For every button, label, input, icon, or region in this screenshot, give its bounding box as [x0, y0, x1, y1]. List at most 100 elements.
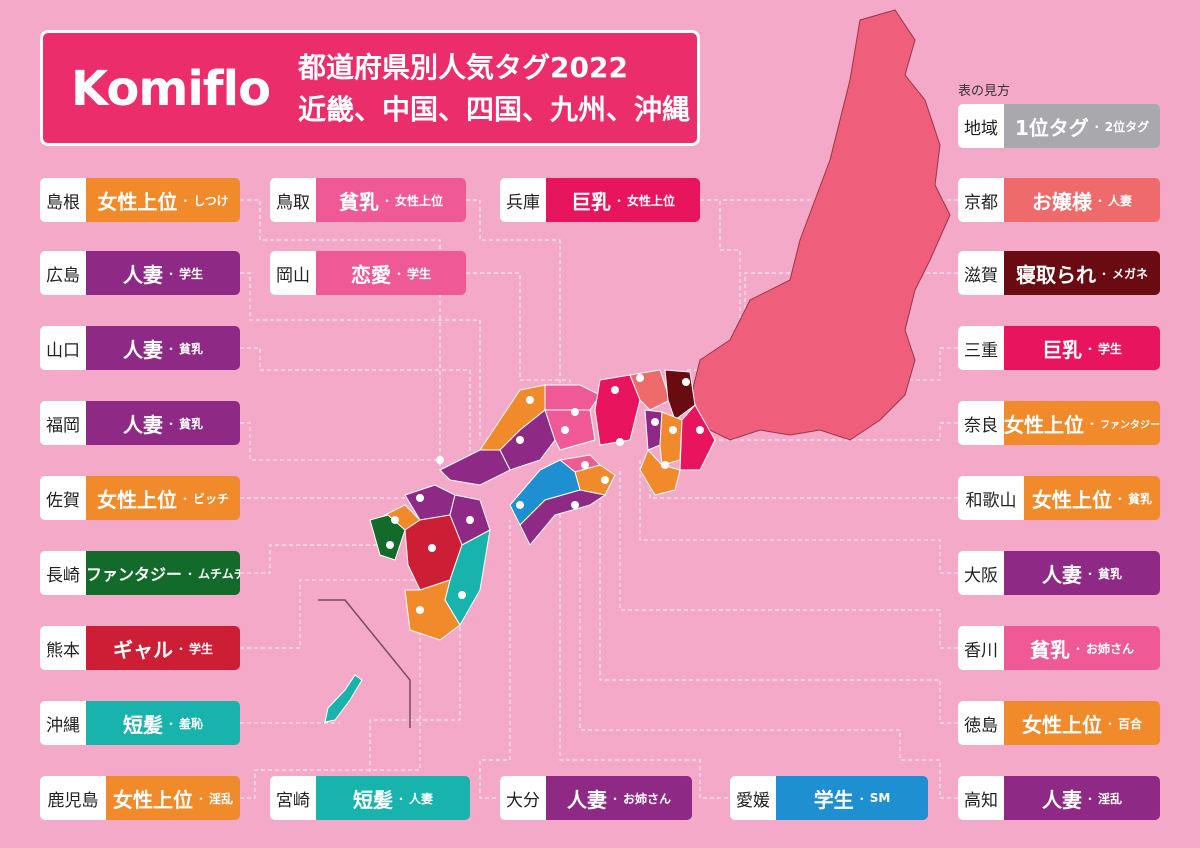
prefecture-name: 香川	[958, 626, 1004, 670]
tag-first: 貧乳	[1029, 637, 1070, 662]
tag-first: 女性上位	[112, 787, 193, 812]
brand-logo: Komiflo	[71, 61, 271, 117]
tag-separator: ・	[164, 716, 177, 731]
tag-pair: 貧乳・お姉さん	[1004, 626, 1160, 670]
prefecture-name: 和歌山	[958, 476, 1024, 520]
legend-caption: 表の見方	[958, 84, 1011, 99]
prefecture-label: 山口 人妻・貧乳	[40, 326, 240, 370]
prefecture-label: 滋賀 寝取られ・メガネ	[958, 251, 1160, 295]
tag-first: 女性上位	[1004, 412, 1084, 437]
okinawa-inset-border	[318, 599, 411, 728]
legend-tags: 1位タグ ・ 2位タグ	[1004, 104, 1160, 148]
tag-pair: 巨乳・学生	[1004, 326, 1160, 370]
tag-second: 貧乳	[179, 416, 204, 431]
prefecture-label: 岡山 恋愛・学生	[270, 251, 466, 295]
tag-pair: 人妻・貧乳	[86, 326, 240, 370]
prefecture-name: 佐賀	[40, 476, 86, 520]
tag-pair: 巨乳・女性上位	[546, 178, 700, 222]
region-honshu-east	[689, 9, 951, 441]
tag-first: 女性上位	[96, 487, 177, 512]
tag-second: 貧乳	[1098, 566, 1123, 581]
tag-second: 女性上位	[627, 193, 676, 208]
prefecture-label: 高知 人妻・淫乱	[958, 776, 1160, 820]
tag-second: 女性上位	[395, 193, 444, 208]
prefecture-label: 沖縄 短髪・羞恥	[40, 701, 240, 745]
prefecture-name: 山口	[40, 326, 86, 370]
tag-second: 貧乳	[179, 341, 204, 356]
tag-first: 人妻	[1041, 562, 1082, 587]
tag-separator: ・	[1103, 716, 1116, 731]
prefecture-name: 鹿児島	[40, 776, 106, 820]
tag-pair: 女性上位・貧乳	[1024, 476, 1160, 520]
prefecture-label: 愛媛 学生・ SM	[730, 776, 928, 820]
prefecture-name: 福岡	[40, 401, 86, 445]
tag-separator: ・	[164, 416, 177, 431]
tag-second: お姉さん	[1086, 641, 1135, 656]
prefecture-label: 熊本 ギャル・学生	[40, 626, 240, 670]
tag-separator: ・	[179, 193, 192, 208]
tag-second: SM	[869, 791, 891, 805]
tag-first: 恋愛	[350, 262, 391, 287]
prefecture-name: 沖縄	[40, 701, 86, 745]
prefecture-name: 島根	[40, 178, 86, 222]
prefecture-name: 滋賀	[958, 251, 1004, 295]
prefecture-name: 長崎	[40, 551, 86, 595]
tag-pair: 女性上位・淫乱	[106, 776, 240, 820]
tag-first: 人妻	[122, 337, 163, 362]
region-kagoshima	[404, 579, 461, 641]
tag-first: 女性上位	[1031, 487, 1112, 512]
prefecture-name: 兵庫	[500, 178, 546, 222]
tag-separator: ・	[1097, 266, 1110, 281]
legend-tag1: 1位タグ	[1014, 115, 1089, 140]
tag-first: お嬢様	[1031, 189, 1092, 214]
tag-separator: ・	[380, 193, 393, 208]
tag-separator: ・	[184, 566, 197, 581]
tag-pair: 寝取られ・メガネ	[1004, 251, 1160, 295]
legend-sep: ・	[1090, 119, 1103, 134]
prefecture-name: 岡山	[270, 251, 316, 295]
prefecture-label: 兵庫 巨乳・女性上位	[500, 178, 700, 222]
region-hyogo	[594, 374, 641, 446]
prefecture-label: 香川 貧乳・お姉さん	[958, 626, 1160, 670]
prefecture-name: 大分	[500, 776, 546, 820]
tag-pair: 人妻・学生	[86, 251, 240, 295]
tag-first: 女性上位	[1021, 712, 1102, 737]
prefecture-label: 福岡 人妻・貧乳	[40, 401, 240, 445]
tag-pair: 人妻・貧乳	[86, 401, 240, 445]
tag-separator: ・	[1083, 566, 1096, 581]
prefecture-name: 徳島	[958, 701, 1004, 745]
tag-first: 学生	[813, 787, 854, 812]
tag-separator: ・	[194, 791, 207, 806]
region-mie	[679, 404, 716, 471]
tag-second: ビッチ	[193, 491, 230, 506]
prefecture-name: 奈良	[958, 401, 1004, 445]
prefecture-label: 三重 巨乳・学生	[958, 326, 1160, 370]
tag-second: 学生	[179, 266, 204, 281]
legend-pref: 地域	[958, 104, 1004, 148]
tag-second: メガネ	[1112, 266, 1149, 281]
tag-separator: ・	[1093, 193, 1106, 208]
prefecture-label: 長崎 ファンタジー・ムチムチ	[40, 551, 240, 595]
tag-second: 貧乳	[1128, 491, 1153, 506]
tag-separator: ・	[178, 491, 191, 506]
tag-first: ファンタジー	[86, 565, 183, 584]
tag-first: 人妻	[122, 412, 163, 437]
tag-second: 羞恥	[179, 716, 204, 731]
prefecture-label: 大分 人妻・お姉さん	[500, 776, 692, 820]
tag-pair: 短髪・羞恥	[86, 701, 240, 745]
prefecture-label: 徳島 女性上位・百合	[958, 701, 1160, 745]
tag-second: 百合	[1118, 716, 1143, 731]
prefecture-name: 宮崎	[270, 776, 316, 820]
tag-pair: お嬢様・人妻	[1004, 178, 1160, 222]
tag-second: 学生	[189, 641, 214, 656]
tag-second: しつけ	[193, 193, 229, 208]
tag-separator: ・	[1071, 641, 1084, 656]
prefecture-name: 熊本	[40, 626, 86, 670]
prefecture-label: 宮崎 短髪・人妻	[270, 776, 470, 820]
prefecture-label: 広島 人妻・学生	[40, 251, 240, 295]
tag-first: 短髪	[122, 712, 163, 737]
tag-separator: ・	[612, 193, 625, 208]
tag-separator: ・	[1086, 416, 1099, 431]
prefecture-name: 三重	[958, 326, 1004, 370]
tag-separator: ・	[394, 791, 407, 806]
